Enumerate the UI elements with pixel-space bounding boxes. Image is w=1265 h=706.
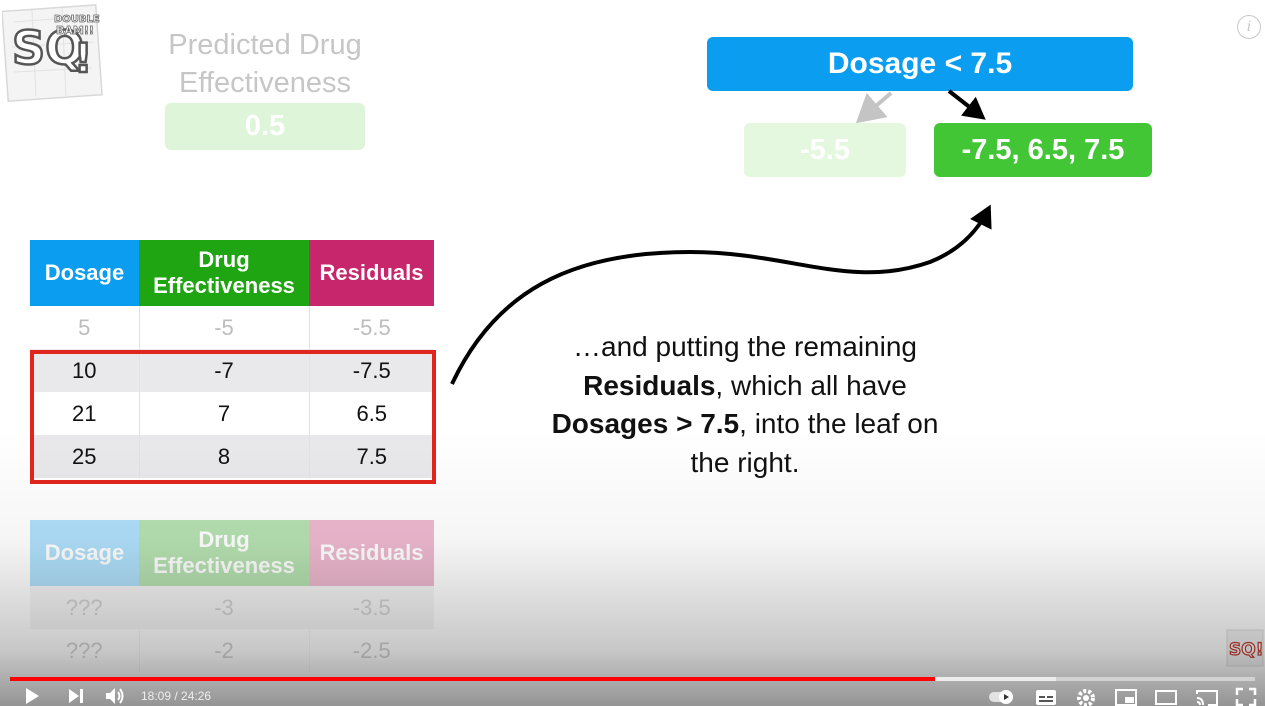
caption-text: , into the leaf on [739,408,939,439]
cell-drug-effectiveness: -2 [139,629,310,672]
cell-dosage: 10 [30,349,140,392]
cell-residual: 7.5 [309,435,434,478]
cell-dosage: ??? [30,629,140,672]
statquest-watermark[interactable]: SQ! [1226,628,1264,668]
predicted-title-line1: Predicted Drug [168,29,362,61]
miniplayer-icon[interactable] [1114,686,1138,706]
table-row: 5 -5 -5.5 [30,306,434,349]
header-drug-effectiveness: Drug Effectiveness [139,240,309,306]
cell-drug-effectiveness: 7 [139,392,310,435]
table-row: 10 -7 -7.5 [30,349,434,392]
selected-rows-highlight [30,350,436,484]
svg-text:BAM!!: BAM!! [56,24,94,37]
predicted-value-box: 0.5 [165,103,365,150]
header-drug-effectiveness: Drug Effectiveness [139,520,309,586]
caption-line: Dosages > 7.5, into the leaf on [505,405,985,444]
table-header-row: Dosage Drug Effectiveness Residuals [30,240,434,306]
svg-text:DOUBLE: DOUBLE [54,14,100,25]
predicted-title: Predicted Drug Effectiveness [140,26,390,102]
theater-mode-icon[interactable] [1154,686,1178,706]
time-display: 18:09 / 24:26 [141,689,212,703]
header-residuals: Residuals [309,520,434,586]
cell-dosage: ??? [30,586,140,629]
caption-emphasis: Dosages > 7.5 [551,408,740,439]
predicted-title-line2: Effectiveness [179,67,351,99]
duration: 24:26 [181,689,212,703]
tree-root-node: Dosage < 7.5 [707,37,1133,91]
cell-drug-effectiveness: -5 [139,306,310,349]
cell-residual: -7.5 [309,349,434,392]
play-icon[interactable] [22,686,42,706]
svg-text:SQ: SQ [12,21,84,75]
residuals-table: Dosage Drug Effectiveness Residuals 5 -5… [30,240,434,478]
player-controls: 18:09 / 24:26 [0,684,1265,706]
cell-drug-effectiveness: -3 [139,586,310,629]
caption-line: the right. [690,446,800,478]
cell-residual: -3.5 [309,586,434,629]
header-dosage: Dosage [30,240,139,306]
tree-leaf-left: -5.5 [744,123,906,177]
progress-played [10,677,936,681]
table-row: ??? -3 -3.5 [30,586,434,629]
table-header-row: Dosage Drug Effectiveness Residuals [30,520,434,586]
cell-dosage: 5 [30,306,140,349]
table-row: 21 7 6.5 [30,392,434,435]
cell-drug-effectiveness: -7 [139,349,310,392]
cell-residual: 6.5 [309,392,434,435]
caption-emphasis: Residuals [583,369,716,401]
header-residuals: Residuals [309,240,434,306]
volume-icon[interactable] [104,686,128,706]
svg-text:SQ!: SQ! [1229,640,1263,660]
header-dosage: Dosage [30,520,139,586]
next-icon[interactable] [66,686,86,706]
cell-drug-effectiveness: 8 [139,435,310,478]
svg-text:!: ! [74,36,92,82]
cell-residual: -2.5 [309,629,434,672]
autoplay-toggle-icon[interactable] [987,686,1017,706]
current-time: 18:09 [141,689,172,703]
table-row: 25 8 7.5 [30,435,434,478]
fullscreen-icon[interactable] [1235,686,1257,706]
subtitles-icon[interactable] [1034,686,1058,706]
progress-bar[interactable] [10,677,1255,681]
slide-caption: …and putting the remaining Residuals, wh… [505,328,985,482]
cell-dosage: 21 [30,392,140,435]
curved-arrow-to-right-leaf [450,204,992,385]
tree-leaf-right: -7.5, 6.5, 7.5 [934,123,1152,177]
cell-dosage: 25 [30,435,140,478]
table-row: ??? -2 -2.5 [30,629,434,672]
cell-residual: -5.5 [309,306,434,349]
caption-text: , which all have [715,369,907,401]
caption-line: Residuals, which all have [505,367,985,406]
statquest-logo: SQ ! DOUBLE BAM!! [2,4,103,103]
info-icon[interactable]: i [1237,15,1261,39]
cast-icon[interactable] [1194,686,1220,706]
caption-line: …and putting the remaining [573,331,917,362]
arrow-to-right-leaf [947,89,986,120]
arrow-to-left-leaf [855,91,893,124]
settings-gear-icon[interactable] [1075,686,1097,706]
faded-table: Dosage Drug Effectiveness Residuals ??? … [30,520,434,672]
